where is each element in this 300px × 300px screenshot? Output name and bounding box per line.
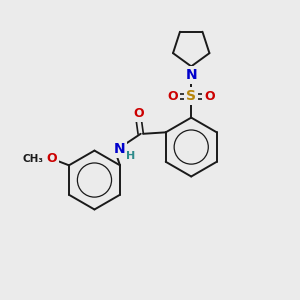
Text: CH₃: CH₃ [22,154,44,164]
Text: N: N [185,68,197,82]
Text: O: O [133,107,144,120]
Text: O: O [204,90,215,103]
Text: N: N [114,142,125,156]
Text: H: H [126,151,135,160]
Text: O: O [46,152,57,165]
Text: O: O [168,90,178,103]
Text: S: S [186,89,196,103]
